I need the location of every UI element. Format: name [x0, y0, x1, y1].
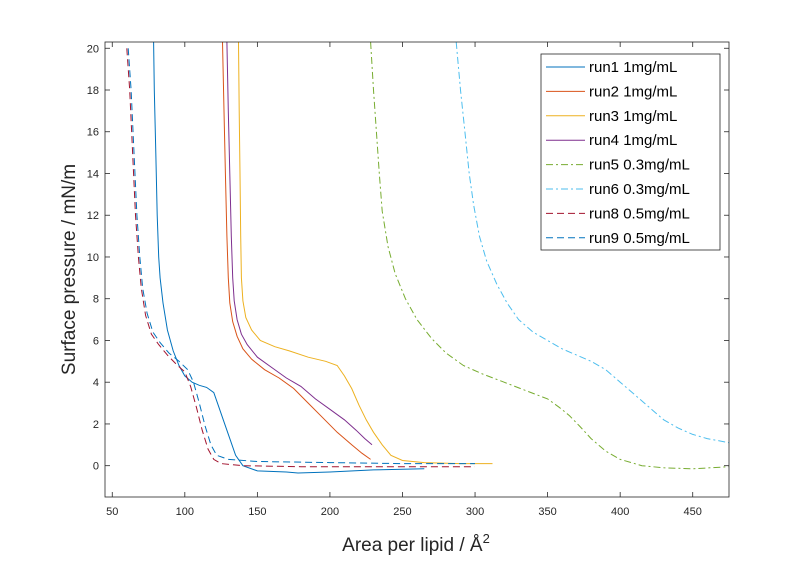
x-axis-label: Area per lipid / Å2 [342, 531, 490, 556]
y-tick-label: 8 [93, 294, 99, 306]
x-axis-label-text: Area per lipid / Å [342, 535, 483, 556]
series-line-7 [126, 48, 475, 468]
x-tick-label: 100 [176, 506, 194, 518]
y-tick-label: 20 [87, 43, 99, 55]
legend-label-1: run1 1mg/mL [589, 59, 677, 76]
y-tick-label: 14 [87, 168, 99, 180]
x-axis-label-superscript: 2 [483, 531, 490, 546]
series-line-5 [370, 42, 729, 470]
legend-label-3: run3 1mg/mL [589, 108, 677, 125]
legend-label-8: run9 0.5mg/mL [589, 230, 690, 247]
series-line-8 [127, 48, 475, 465]
y-tick-label: 4 [93, 377, 99, 389]
x-tick-label: 50 [106, 506, 118, 518]
legend-label-4: run4 1mg/mL [589, 132, 677, 149]
series-line-1 [153, 42, 425, 474]
legend-label-2: run2 1mg/mL [589, 83, 677, 100]
y-tick-label: 10 [87, 252, 99, 264]
legend-box [540, 53, 721, 251]
legend: run1 1mg/mL run2 1mg/mL run3 1mg/mL run4 1m… [540, 53, 721, 251]
series-line-6 [455, 42, 729, 444]
legend-label-7: run8 0.5mg/mL [589, 205, 690, 222]
x-tick-label: 150 [248, 506, 266, 518]
series-line-2 [222, 42, 371, 460]
y-axis-label: Surface pressure / mN/m [59, 164, 80, 375]
x-tick-label: 300 [466, 506, 484, 518]
x-tick-label: 250 [393, 506, 411, 518]
x-tick-label: 200 [321, 506, 339, 518]
y-tick-label: 12 [87, 210, 99, 222]
y-tick-label: 2 [93, 419, 99, 431]
x-tick-label: 400 [611, 506, 629, 518]
tick-layer: 50 100 150 200 250 300 350 400 450 0 2 4 6 8 10 12 14 16 1… [87, 42, 729, 518]
series-layer [126, 42, 729, 474]
x-tick-label: 450 [684, 506, 702, 518]
x-tick-label: 350 [538, 506, 556, 518]
y-tick-label: 6 [93, 335, 99, 347]
y-tick-label: 0 [93, 461, 99, 473]
axes-frame [104, 41, 730, 498]
y-tick-label: 18 [87, 85, 99, 97]
y-tick-label: 16 [87, 127, 99, 139]
series-line-4 [226, 42, 373, 446]
series-line-3 [238, 42, 493, 465]
legend-label-6: run6 0.3mg/mL [589, 181, 690, 198]
legend-label-5: run5 0.3mg/mL [589, 157, 690, 174]
